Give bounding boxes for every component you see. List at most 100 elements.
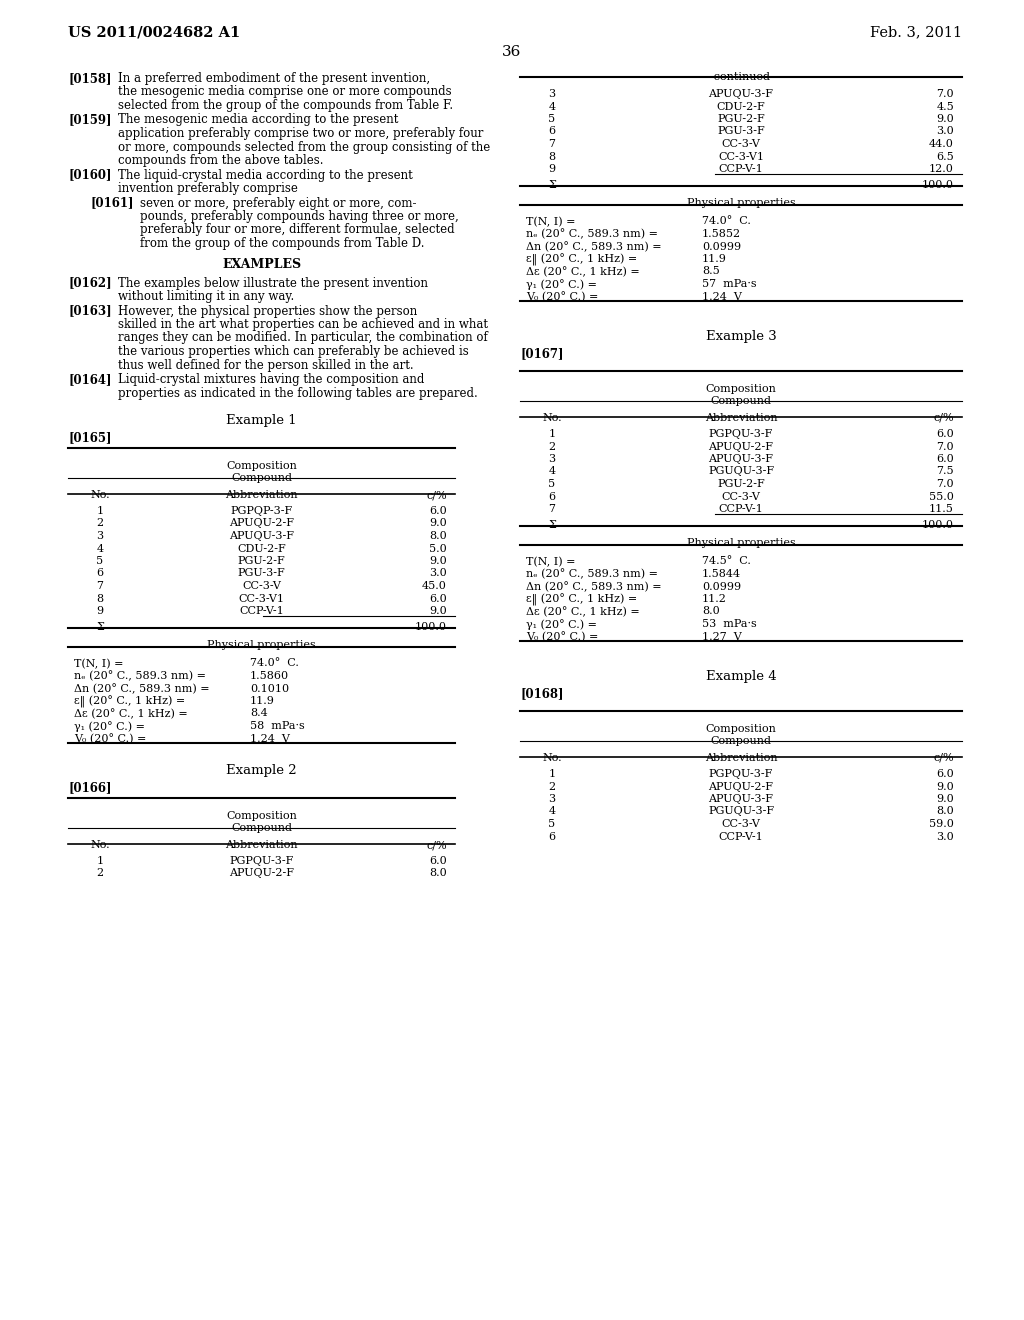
Text: 6.0: 6.0: [429, 506, 447, 516]
Text: 5: 5: [549, 479, 556, 488]
Text: Abbreviation: Abbreviation: [705, 413, 777, 422]
Text: 6.0: 6.0: [429, 855, 447, 866]
Text: preferably four or more, different formulae, selected: preferably four or more, different formu…: [140, 223, 455, 236]
Text: 74.5°  C.: 74.5° C.: [702, 557, 751, 566]
Text: Σ: Σ: [548, 181, 556, 190]
Text: Δn (20° C., 589.3 nm) =: Δn (20° C., 589.3 nm) =: [74, 684, 210, 694]
Text: PGU-2-F: PGU-2-F: [717, 114, 765, 124]
Text: 7.5: 7.5: [936, 466, 954, 477]
Text: Δε (20° C., 1 kHz) =: Δε (20° C., 1 kHz) =: [526, 267, 640, 277]
Text: CC-3-V1: CC-3-V1: [239, 594, 285, 603]
Text: Example 2: Example 2: [226, 764, 297, 777]
Text: T(N, I) =: T(N, I) =: [526, 557, 575, 566]
Text: 11.5: 11.5: [929, 504, 954, 513]
Text: 2: 2: [549, 781, 556, 792]
Text: Composition: Composition: [706, 384, 776, 393]
Text: No.: No.: [90, 490, 110, 500]
Text: 45.0: 45.0: [422, 581, 447, 591]
Text: APUQU-2-F: APUQU-2-F: [709, 781, 773, 792]
Text: Feb. 3, 2011: Feb. 3, 2011: [869, 25, 962, 40]
Text: 6.0: 6.0: [936, 429, 954, 440]
Text: APUQU-2-F: APUQU-2-F: [709, 441, 773, 451]
Text: ε‖ (20° C., 1 kHz) =: ε‖ (20° C., 1 kHz) =: [526, 253, 637, 267]
Text: PGU-2-F: PGU-2-F: [717, 479, 765, 488]
Text: 0.0999: 0.0999: [702, 242, 741, 252]
Text: 6.0: 6.0: [936, 770, 954, 779]
Text: 2: 2: [96, 869, 103, 879]
Text: 5: 5: [96, 556, 103, 566]
Text: V₀ (20° C.) =: V₀ (20° C.) =: [74, 734, 146, 744]
Text: 3.0: 3.0: [936, 127, 954, 136]
Text: 6: 6: [549, 832, 556, 842]
Text: PGPQU-3-F: PGPQU-3-F: [229, 855, 294, 866]
Text: 100.0: 100.0: [922, 520, 954, 531]
Text: [0159]: [0159]: [68, 114, 112, 127]
Text: CC-3-V: CC-3-V: [722, 139, 761, 149]
Text: ranges they can be modified. In particular, the combination of: ranges they can be modified. In particul…: [118, 331, 487, 345]
Text: [0167]: [0167]: [520, 347, 563, 360]
Text: 5: 5: [549, 114, 556, 124]
Text: Abbreviation: Abbreviation: [225, 490, 298, 500]
Text: Δε (20° C., 1 kHz) =: Δε (20° C., 1 kHz) =: [526, 606, 640, 618]
Text: PGUQU-3-F: PGUQU-3-F: [708, 466, 774, 477]
Text: 1: 1: [549, 429, 556, 440]
Text: 11.9: 11.9: [250, 696, 274, 706]
Text: The mesogenic media according to the present: The mesogenic media according to the pre…: [118, 114, 398, 127]
Text: 9.0: 9.0: [429, 606, 447, 616]
Text: 1.5860: 1.5860: [250, 671, 289, 681]
Text: [0166]: [0166]: [68, 781, 112, 795]
Text: Composition: Composition: [226, 461, 297, 471]
Text: The liquid-crystal media according to the present: The liquid-crystal media according to th…: [118, 169, 413, 181]
Text: c/%: c/%: [933, 413, 954, 422]
Text: 3: 3: [549, 795, 556, 804]
Text: 6.5: 6.5: [936, 152, 954, 161]
Text: T(N, I) =: T(N, I) =: [74, 659, 124, 669]
Text: Abbreviation: Abbreviation: [705, 752, 777, 763]
Text: 9.0: 9.0: [936, 114, 954, 124]
Text: APUQU-3-F: APUQU-3-F: [709, 88, 773, 99]
Text: 4: 4: [549, 807, 556, 817]
Text: Example 3: Example 3: [706, 330, 776, 343]
Text: Δε (20° C., 1 kHz) =: Δε (20° C., 1 kHz) =: [74, 709, 187, 719]
Text: [0162]: [0162]: [68, 276, 112, 289]
Text: APUQU-3-F: APUQU-3-F: [229, 531, 294, 541]
Text: application preferably comprise two or more, preferably four: application preferably comprise two or m…: [118, 127, 483, 140]
Text: 3.0: 3.0: [429, 569, 447, 578]
Text: In a preferred embodiment of the present invention,: In a preferred embodiment of the present…: [118, 73, 430, 84]
Text: 7: 7: [549, 139, 555, 149]
Text: No.: No.: [542, 413, 562, 422]
Text: 2: 2: [96, 519, 103, 528]
Text: [0165]: [0165]: [68, 432, 112, 444]
Text: 8.0: 8.0: [702, 606, 720, 616]
Text: nₑ (20° C., 589.3 nm) =: nₑ (20° C., 589.3 nm) =: [526, 228, 658, 240]
Text: 1.5844: 1.5844: [702, 569, 741, 579]
Text: ε‖ (20° C., 1 kHz) =: ε‖ (20° C., 1 kHz) =: [74, 696, 185, 709]
Text: 3: 3: [549, 88, 556, 99]
Text: 100.0: 100.0: [922, 181, 954, 190]
Text: γ₁ (20° C.) =: γ₁ (20° C.) =: [526, 619, 597, 630]
Text: 0.1010: 0.1010: [250, 684, 289, 693]
Text: 8.0: 8.0: [429, 869, 447, 879]
Text: The examples below illustrate the present invention: The examples below illustrate the presen…: [118, 276, 428, 289]
Text: CCP-V-1: CCP-V-1: [240, 606, 284, 616]
Text: 7: 7: [549, 504, 555, 513]
Text: thus well defined for the person skilled in the art.: thus well defined for the person skilled…: [118, 359, 414, 371]
Text: EXAMPLES: EXAMPLES: [222, 259, 301, 272]
Text: PGPQP-3-F: PGPQP-3-F: [230, 506, 293, 516]
Text: Physical properties: Physical properties: [207, 640, 315, 651]
Text: 36: 36: [503, 45, 521, 59]
Text: CC-3-V: CC-3-V: [722, 491, 761, 502]
Text: Example 4: Example 4: [706, 671, 776, 682]
Text: compounds from the above tables.: compounds from the above tables.: [118, 154, 324, 168]
Text: 9.0: 9.0: [429, 519, 447, 528]
Text: US 2011/0024682 A1: US 2011/0024682 A1: [68, 25, 241, 40]
Text: Composition: Composition: [706, 723, 776, 734]
Text: 6.0: 6.0: [936, 454, 954, 465]
Text: the various properties which can preferably be achieved is: the various properties which can prefera…: [118, 345, 469, 358]
Text: 8: 8: [549, 152, 556, 161]
Text: V₀ (20° C.) =: V₀ (20° C.) =: [526, 292, 598, 302]
Text: 6: 6: [549, 491, 556, 502]
Text: 6: 6: [96, 569, 103, 578]
Text: 59.0: 59.0: [929, 818, 954, 829]
Text: CC-3-V: CC-3-V: [242, 581, 281, 591]
